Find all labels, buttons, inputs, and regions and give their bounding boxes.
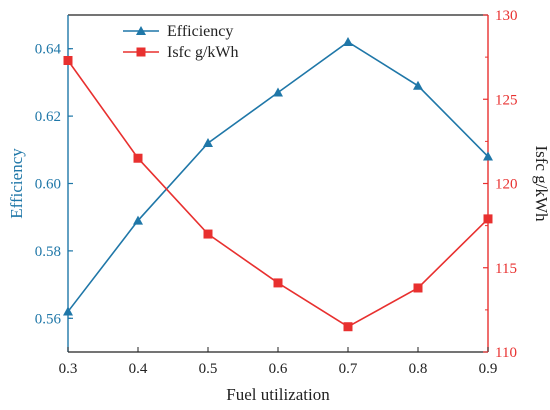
left-y-tick-label: 0.64 — [35, 42, 62, 58]
data-point-isfc — [483, 214, 493, 224]
right-y-axis-label: Isfc g/kWh — [532, 145, 550, 222]
left-y-tick-label: 0.60 — [35, 177, 61, 193]
x-tick-label: 0.6 — [269, 361, 288, 377]
right-y-tick-label: 125 — [495, 92, 518, 108]
right-y-ticks: 110 115 120 125 130 — [483, 8, 518, 361]
data-point-isfc — [203, 229, 213, 239]
data-point-efficiency — [483, 151, 493, 161]
data-point-efficiency — [133, 215, 143, 225]
series-efficiency — [63, 36, 493, 316]
data-point-efficiency — [413, 80, 423, 90]
legend-marker — [136, 47, 146, 57]
data-point-efficiency — [63, 306, 73, 316]
x-tick-label: 0.5 — [199, 361, 218, 377]
legend-label: Isfc g/kWh — [167, 44, 239, 61]
right-y-tick-label: 115 — [495, 261, 517, 277]
left-y-tick-label: 0.58 — [35, 244, 61, 260]
x-tick-label: 0.7 — [339, 361, 358, 377]
data-point-isfc — [343, 322, 353, 332]
x-tick-label: 0.3 — [59, 361, 78, 377]
data-point-isfc — [413, 283, 423, 293]
legend-item-efficiency: Efficiency — [123, 23, 233, 40]
x-axis-label: Fuel utilization — [226, 385, 330, 404]
right-y-tick-label: 120 — [495, 177, 518, 193]
legend-item-isfc: Isfc g/kWh — [123, 44, 239, 61]
data-point-efficiency — [343, 36, 353, 46]
legend: Efficiency Isfc g/kWh — [123, 23, 239, 61]
series-isfc — [63, 55, 493, 332]
plot-frame — [67, 14, 489, 353]
legend-marker — [136, 26, 146, 35]
data-point-efficiency — [273, 87, 283, 97]
data-point-efficiency — [203, 138, 213, 148]
left-y-tick-label: 0.56 — [35, 311, 62, 327]
x-tick-label: 0.9 — [479, 361, 498, 377]
left-y-tick-label: 0.62 — [35, 109, 61, 125]
data-point-isfc — [133, 153, 143, 163]
right-y-tick-label: 110 — [495, 345, 517, 361]
legend-label: Efficiency — [167, 23, 233, 40]
data-point-isfc — [63, 55, 73, 65]
left-y-ticks: 0.56 0.58 0.60 0.62 0.64 — [35, 42, 73, 327]
left-y-axis-label: Efficiency — [7, 148, 26, 219]
series-layer — [63, 36, 493, 332]
series-line-efficiency — [67, 40, 489, 313]
data-point-isfc — [273, 278, 283, 288]
x-ticks: 0.3 0.4 0.5 0.6 0.7 0.8 0.9 — [59, 347, 498, 377]
x-tick-label: 0.4 — [129, 361, 148, 377]
x-tick-label: 0.8 — [409, 361, 428, 377]
right-y-tick-label: 130 — [495, 8, 518, 24]
